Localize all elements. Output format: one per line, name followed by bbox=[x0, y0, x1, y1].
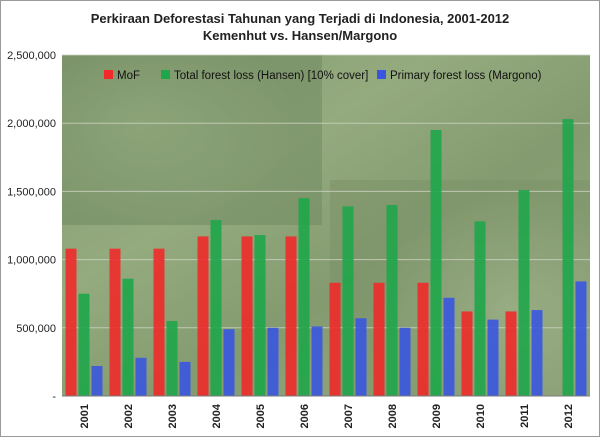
bar-total bbox=[430, 130, 442, 396]
bar-total bbox=[386, 205, 398, 396]
legend-label: Total forest loss (Hansen) [10% cover] bbox=[174, 70, 368, 82]
bar-total bbox=[342, 206, 354, 396]
legend-swatch bbox=[104, 70, 113, 79]
y-tick-label: 1,000,000 bbox=[7, 255, 56, 267]
legend: MoF Total forest loss (Hansen) [10% cover… bbox=[104, 70, 542, 82]
y-tick-label: 1,500,000 bbox=[7, 186, 56, 198]
bar-primary bbox=[399, 327, 411, 396]
chart-subtitle: Kemenhut vs. Hansen/Margono bbox=[202, 28, 398, 43]
bar-mof bbox=[109, 248, 121, 396]
bar-mof bbox=[329, 282, 341, 396]
x-tick-label: 2001 bbox=[79, 404, 91, 428]
x-tick-label: 2008 bbox=[387, 404, 399, 428]
bars bbox=[65, 119, 587, 396]
bar-total bbox=[166, 320, 178, 396]
bar-primary bbox=[91, 365, 103, 396]
bar-primary bbox=[179, 361, 191, 396]
bar-primary bbox=[487, 319, 499, 396]
bar-mof bbox=[153, 248, 165, 396]
bar-total bbox=[122, 278, 134, 396]
legend-label: Primary forest loss (Margono) bbox=[390, 70, 542, 82]
chart-title: Perkiraan Deforestasi Tahunan yang Terja… bbox=[0, 10, 600, 44]
y-tick-label: 500,000 bbox=[16, 323, 56, 335]
x-tick-label: 2007 bbox=[343, 404, 355, 428]
bar-total bbox=[298, 198, 310, 396]
bar-total bbox=[78, 293, 90, 396]
bar-primary bbox=[443, 297, 455, 396]
legend-label: MoF bbox=[117, 70, 140, 82]
bar-total bbox=[254, 235, 266, 396]
y-axis: - 500,000 1,000,000 1,500,000 2,000,000 2,500… bbox=[7, 50, 56, 403]
forest-background bbox=[62, 55, 590, 396]
bar-primary bbox=[311, 326, 323, 396]
bar-mof bbox=[241, 236, 253, 396]
bar-mof bbox=[285, 236, 297, 396]
x-tick-label: 2012 bbox=[563, 404, 575, 428]
bar-total bbox=[474, 221, 486, 396]
bar-mof bbox=[417, 282, 429, 396]
chart-title-line: Perkiraan Deforestasi Tahunan yang Terja… bbox=[90, 11, 510, 26]
gridlines bbox=[62, 54, 590, 329]
x-tick-label: 2011 bbox=[519, 404, 531, 428]
bar-primary bbox=[223, 329, 235, 396]
legend-swatch bbox=[377, 70, 386, 79]
y-tick-label: 2,500,000 bbox=[7, 50, 56, 62]
bar-primary bbox=[575, 281, 587, 396]
bar-total bbox=[210, 220, 222, 396]
legend-swatch bbox=[161, 70, 170, 79]
bar-mof bbox=[373, 282, 385, 396]
x-tick-label: 2009 bbox=[431, 404, 443, 428]
bar-mof bbox=[505, 311, 517, 396]
bar-total bbox=[562, 119, 574, 396]
x-tick-label: 2004 bbox=[211, 403, 223, 428]
bar-primary bbox=[267, 327, 279, 396]
y-tick-label: 2,000,000 bbox=[7, 118, 56, 130]
x-tick-label: 2002 bbox=[123, 404, 135, 428]
x-tick-label: 2006 bbox=[299, 404, 311, 428]
x-tick-label: 2005 bbox=[255, 404, 267, 428]
bar-total bbox=[518, 190, 530, 396]
x-axis: 2001 2002 2003 2004 2005 2006 2007 2008 2009 2010… bbox=[62, 395, 590, 428]
bar-mof bbox=[65, 248, 77, 396]
x-tick-label: 2003 bbox=[167, 404, 179, 428]
bar-primary bbox=[531, 310, 543, 396]
x-tick-label: 2010 bbox=[475, 404, 487, 428]
y-tick-label: - bbox=[52, 391, 56, 403]
bar-mof bbox=[197, 236, 209, 396]
bar-mof bbox=[461, 311, 473, 396]
bar-primary bbox=[135, 357, 147, 396]
bar-primary bbox=[355, 318, 367, 396]
